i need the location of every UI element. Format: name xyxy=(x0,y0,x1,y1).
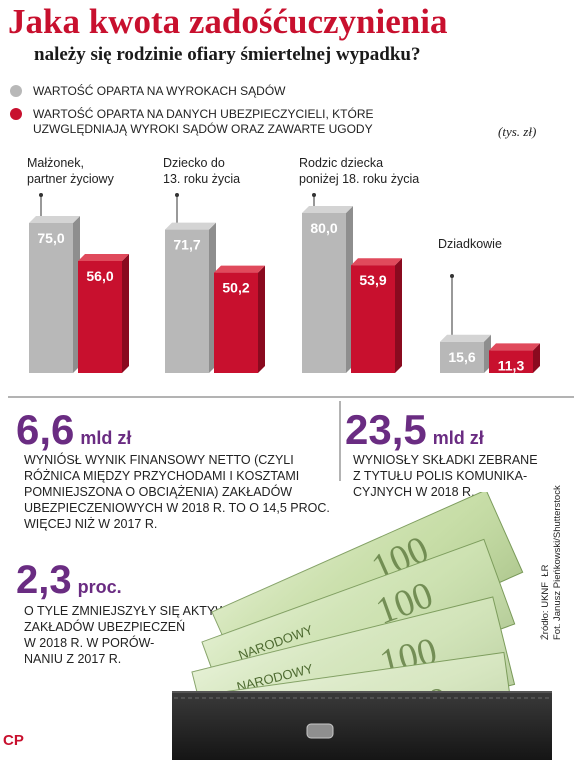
stat-net-result-text: WYNIÓSŁ WYNIK FINANSOWY NETTO (CZYLI RÓŻ… xyxy=(24,453,330,531)
stat-premiums-value: 23,5 xyxy=(345,406,427,453)
unit-label: (tys. zł) xyxy=(498,124,537,139)
bar-red-2-label: 53,9 xyxy=(359,272,386,288)
bar-red-1 xyxy=(214,265,265,373)
stat-premiums-number: 23,5 mld zł xyxy=(345,406,484,454)
bar-gray-0 xyxy=(29,216,80,373)
category-label-child: Dziecko do 13. roku życia xyxy=(163,156,241,186)
stat-assets-unit: proc. xyxy=(77,577,122,597)
legend-label-red: WARTOŚĆ OPARTA NA DANYCH UBEZPIECZYCIELI… xyxy=(33,107,374,136)
stat-assets-number: 2,3 proc. xyxy=(16,558,122,603)
category-label-spouse: Małżonek, partner życiowy xyxy=(27,156,114,186)
publisher-logo: CP xyxy=(3,732,24,749)
bar-gray-2 xyxy=(302,206,353,373)
section-divider-vertical xyxy=(339,401,341,481)
stat-net-result-number: 6,6 mld zł xyxy=(16,406,131,454)
bar-red-2 xyxy=(351,258,402,373)
leader-dot xyxy=(175,193,179,197)
leader-dot xyxy=(450,274,454,278)
section-divider-horizontal xyxy=(8,396,574,398)
bar-red-0-label: 56,0 xyxy=(86,268,113,284)
bar-gray-3-label: 15,6 xyxy=(448,349,475,365)
page-title: Jaka kwota zadośćuczynienia xyxy=(8,2,448,41)
source-credit: Źródło: UKNF ŁR Fot. Janusz Pieńkowski/S… xyxy=(540,485,563,640)
bar-red-0 xyxy=(78,254,129,373)
wallet xyxy=(172,691,552,760)
leader-dot xyxy=(312,193,316,197)
wallet-banknotes-illustration: 100 NARODOWY 100 NARODOWY 100 NARODOWY 1… xyxy=(172,492,552,760)
stat-assets-text: O TYLE ZMNIEJSZYŁY SIĘ AKTYWA ZAKŁADÓW U… xyxy=(24,604,235,666)
legend-label-gray: WARTOŚĆ OPARTA NA WYROKACH SĄDÓW xyxy=(33,84,286,98)
leader-dot xyxy=(39,193,43,197)
bar-red-3 xyxy=(489,343,540,373)
stat-net-result-value: 6,6 xyxy=(16,406,75,453)
stat-premiums-text: WYNIOSŁY SKŁADKI ZEBRANE Z TYTUŁU POLIS … xyxy=(353,453,538,499)
bar-red-3-label: 11,3 xyxy=(498,357,525,373)
legend-swatch-red xyxy=(10,108,22,120)
stat-premiums-unit: mld zł xyxy=(432,428,484,448)
category-label-grandparents: Dziadkowie xyxy=(438,237,502,251)
bar-chart: 75,0 56,0 71,7 50,2 80,0 53,9 15,6 11,3 xyxy=(29,193,540,373)
category-label-parent: Rodzic dziecka poniżej 18. roku życia xyxy=(299,156,420,186)
legend-swatch-gray xyxy=(10,85,22,97)
stat-assets-value: 2,3 xyxy=(16,558,72,602)
bar-red-1-label: 50,2 xyxy=(222,280,249,296)
page-subtitle: należy się rodzinie ofiary śmiertelnej w… xyxy=(34,44,421,65)
bar-gray-2-label: 80,0 xyxy=(310,220,337,236)
stat-net-result-unit: mld zł xyxy=(80,428,132,448)
bar-gray-0-label: 75,0 xyxy=(37,230,64,246)
bar-gray-1-label: 71,7 xyxy=(173,237,200,253)
